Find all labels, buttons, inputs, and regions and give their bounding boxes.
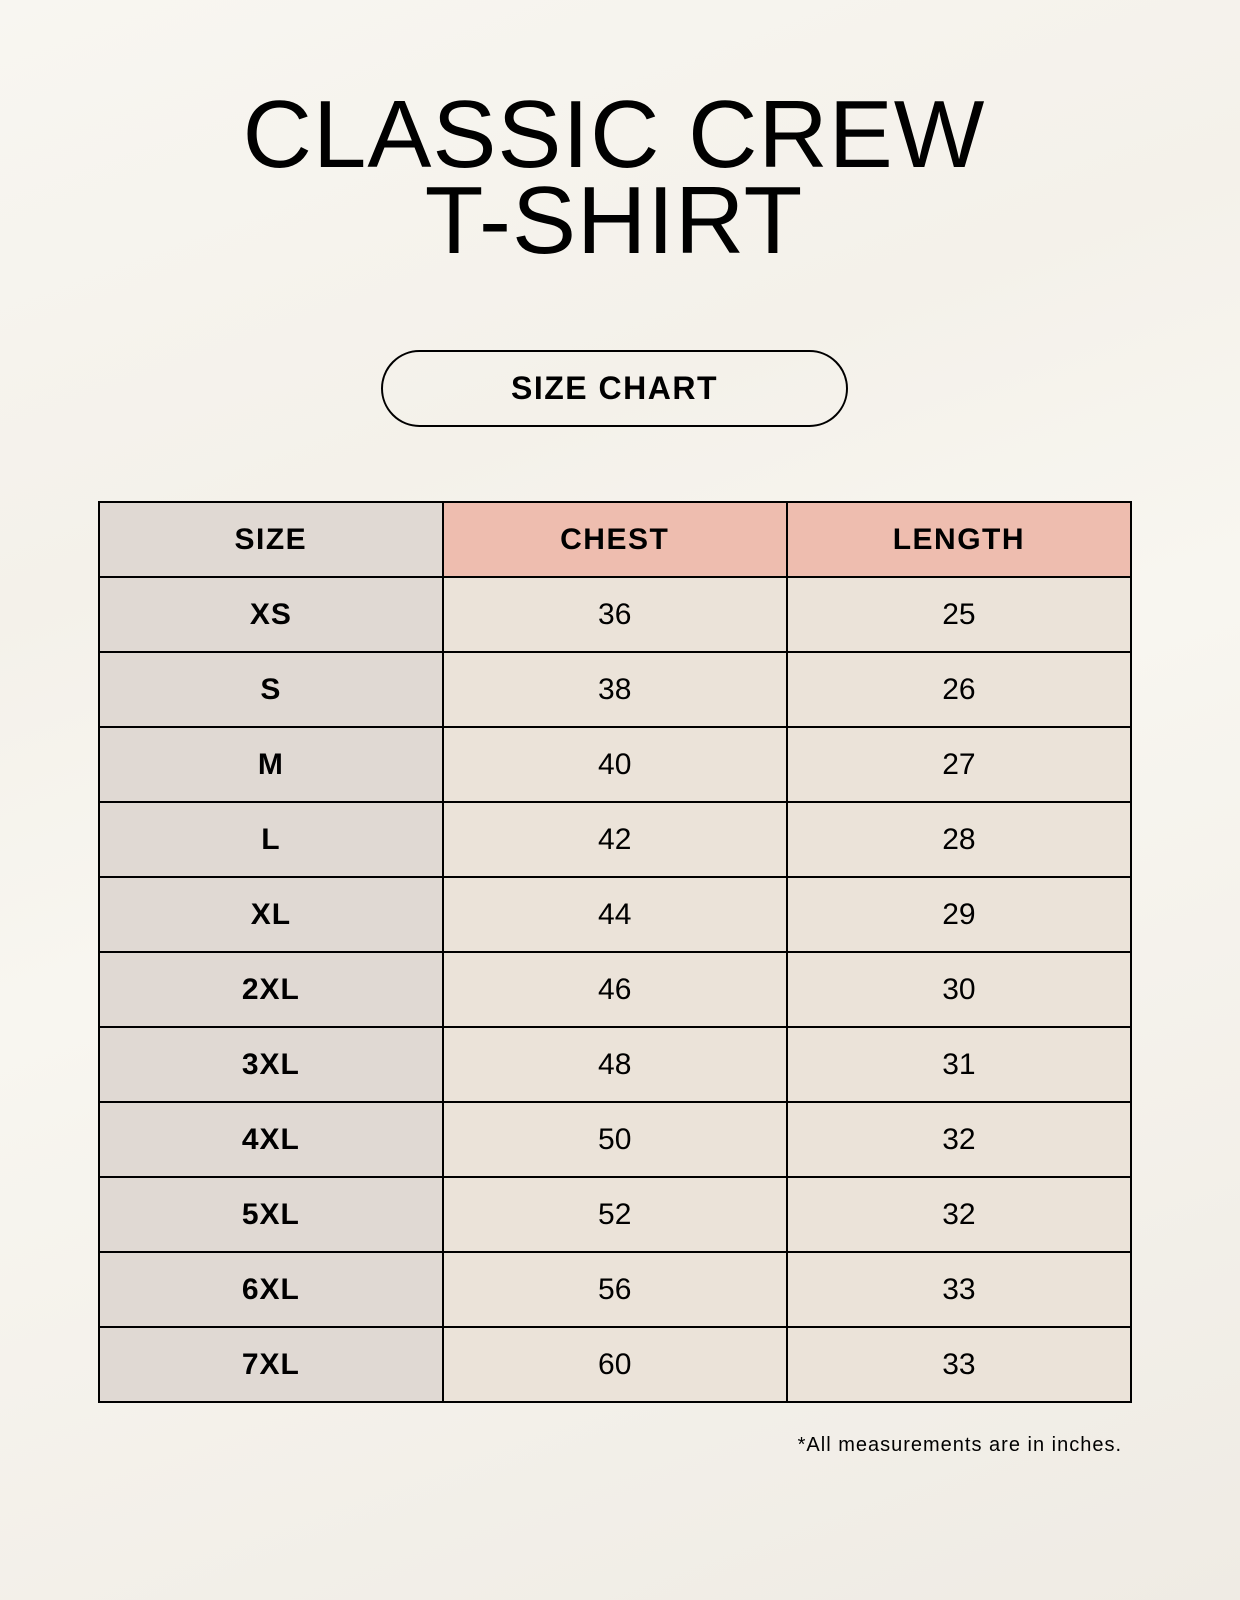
- chest-cell: 42: [441, 801, 788, 878]
- length-cell: 25: [785, 576, 1133, 653]
- length-cell: 32: [785, 1176, 1133, 1253]
- chest-cell: 40: [441, 726, 788, 803]
- chest-cell: 38: [441, 651, 788, 728]
- length-cell: 27: [785, 726, 1133, 803]
- size-cell: M: [98, 726, 444, 803]
- table-row: 4XL 50 32: [98, 1101, 1133, 1178]
- length-cell: 32: [785, 1101, 1133, 1178]
- chest-cell: 52: [441, 1176, 788, 1253]
- footnote: *All measurements are in inches.: [797, 1434, 1122, 1456]
- chest-cell: 44: [441, 876, 788, 953]
- table-row: 6XL 56 33: [98, 1251, 1133, 1328]
- size-chart-badge: SIZE CHART: [381, 350, 848, 427]
- size-cell: 4XL: [98, 1101, 444, 1178]
- length-cell: 29: [785, 876, 1133, 953]
- table-row: XL 44 29: [98, 876, 1133, 953]
- length-cell: 33: [785, 1251, 1133, 1328]
- size-cell: XL: [98, 876, 444, 953]
- chest-cell: 36: [441, 576, 788, 653]
- table-row: M 40 27: [98, 726, 1133, 803]
- size-cell: 7XL: [98, 1326, 444, 1403]
- size-cell: 2XL: [98, 951, 444, 1028]
- header-length: LENGTH: [785, 501, 1133, 578]
- length-cell: 31: [785, 1026, 1133, 1103]
- table-row: 7XL 60 33: [98, 1326, 1133, 1403]
- chest-cell: 56: [441, 1251, 788, 1328]
- length-cell: 28: [785, 801, 1133, 878]
- table-row: XS 36 25: [98, 576, 1133, 653]
- length-cell: 33: [785, 1326, 1133, 1403]
- header-chest: CHEST: [441, 501, 788, 578]
- table-row: S 38 26: [98, 651, 1133, 728]
- title-line-1: CLASSIC CREW: [242, 81, 986, 188]
- table-row: 3XL 48 31: [98, 1026, 1133, 1103]
- size-cell: L: [98, 801, 444, 878]
- size-cell: S: [98, 651, 444, 728]
- title-line-2: T-SHIRT: [424, 167, 804, 274]
- length-cell: 30: [785, 951, 1133, 1028]
- header-size: SIZE: [98, 501, 444, 578]
- size-cell: XS: [98, 576, 444, 653]
- chest-cell: 48: [441, 1026, 788, 1103]
- size-cell: 3XL: [98, 1026, 444, 1103]
- size-cell: 5XL: [98, 1176, 444, 1253]
- table-row: 5XL 52 32: [98, 1176, 1133, 1253]
- chest-cell: 50: [441, 1101, 788, 1178]
- table-header-row: SIZE CHEST LENGTH: [98, 501, 1133, 578]
- table-row: L 42 28: [98, 801, 1133, 878]
- chest-cell: 46: [441, 951, 788, 1028]
- size-cell: 6XL: [98, 1251, 444, 1328]
- page-title: CLASSIC CREW T-SHIRT: [0, 81, 1228, 274]
- size-table: SIZE CHEST LENGTH XS 36 25 S 38 26 M 40 27 L 42 28 X…: [98, 501, 1133, 1403]
- table-row: 2XL 46 30: [98, 951, 1133, 1028]
- chest-cell: 60: [441, 1326, 788, 1403]
- length-cell: 26: [785, 651, 1133, 728]
